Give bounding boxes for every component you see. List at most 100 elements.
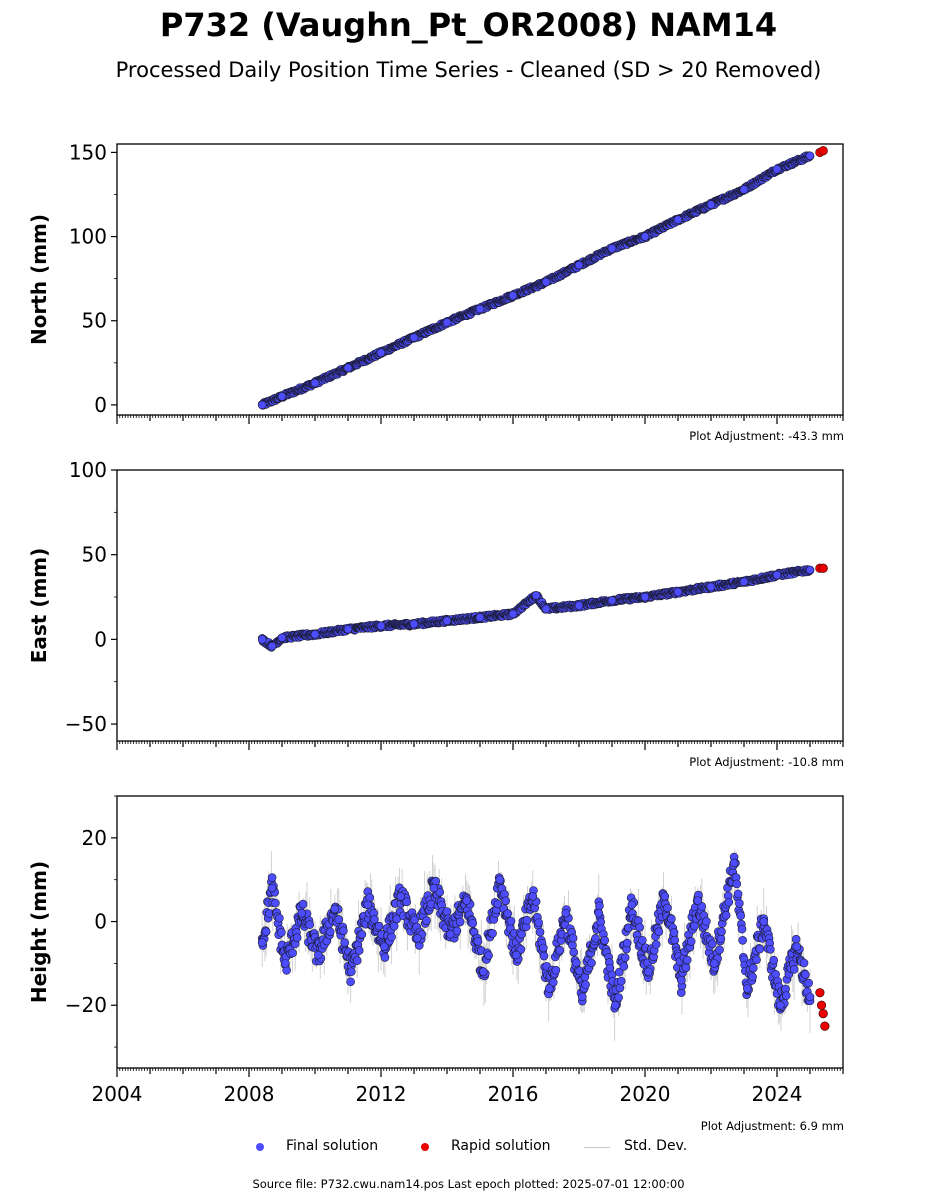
north-plot-frame <box>116 143 844 416</box>
height-final-point <box>736 911 746 920</box>
north-final-point <box>310 378 320 388</box>
height-final-point <box>568 933 578 943</box>
height-final-point <box>462 896 472 905</box>
height-final-point <box>282 966 291 975</box>
height-final-point <box>445 929 455 939</box>
height-final-point <box>610 1000 620 1010</box>
height-y-tick-label: −20 <box>65 993 107 1017</box>
height-final-point <box>539 951 549 961</box>
height-final-point <box>594 908 604 918</box>
height-final-point <box>742 984 752 993</box>
height-final-point <box>535 927 545 937</box>
height-final-point <box>755 944 765 954</box>
height-final-point <box>615 983 625 993</box>
height-y-axis-label: Height (mm) <box>27 861 51 1003</box>
north-final-point <box>442 318 452 327</box>
height-final-point <box>715 945 724 955</box>
east-y-tick-label: 100 <box>69 458 107 482</box>
height-rapid-point <box>820 1021 830 1031</box>
height-final-point <box>297 908 307 918</box>
east-y-tick-label: 50 <box>82 543 107 567</box>
north-final-point <box>541 277 551 287</box>
height-final-point <box>748 972 757 982</box>
height-final-point <box>334 915 344 924</box>
legend-final-marker <box>256 1143 264 1151</box>
height-final-point <box>561 908 571 918</box>
north-final-point <box>607 244 617 253</box>
x-tick-label: 2008 <box>224 1082 275 1106</box>
height-final-point <box>473 937 483 946</box>
height-final-point <box>387 932 396 942</box>
east-plot-adjustment: Plot Adjustment: -10.8 mm <box>689 755 844 769</box>
north-y-axis-label: North (mm) <box>27 214 51 345</box>
height-final-point <box>484 951 493 960</box>
legend-std-line <box>584 1147 610 1148</box>
height-final-point <box>277 928 286 937</box>
chart-title: P732 (Vaughn_Pt_OR2008) NAM14 <box>159 6 778 44</box>
height-final-point <box>569 947 579 957</box>
height-final-point <box>412 933 422 943</box>
height-final-point <box>709 959 719 968</box>
north-final-point <box>574 260 584 270</box>
height-final-point <box>799 958 809 968</box>
east-rapid-point <box>818 563 828 573</box>
height-final-point <box>729 858 739 868</box>
height-final-point <box>600 936 610 945</box>
height-final-point <box>330 904 340 914</box>
height-final-point <box>651 940 661 949</box>
height-final-point <box>622 938 632 948</box>
east-plot-frame <box>116 469 844 742</box>
height-final-point <box>346 967 356 977</box>
height-final-point <box>442 907 452 916</box>
height-final-point <box>551 965 561 975</box>
height-final-point <box>468 919 478 928</box>
height-final-point <box>614 993 623 1002</box>
east-final-point <box>267 641 277 651</box>
height-final-point <box>681 963 691 973</box>
north-final-point <box>376 348 386 358</box>
height-final-point <box>501 896 511 906</box>
east-final-point <box>706 582 716 592</box>
height-final-point <box>721 910 731 920</box>
height-rapid-point <box>818 1008 828 1019</box>
height-final-point <box>663 903 672 913</box>
height-final-point <box>346 977 355 987</box>
height-final-point <box>766 945 775 954</box>
chart-subtitle: Processed Daily Position Time Series - C… <box>115 58 822 82</box>
height-final-point <box>654 927 664 936</box>
north-final-point <box>475 304 485 314</box>
height-final-point <box>690 921 699 931</box>
east-final-point <box>310 629 320 639</box>
height-final-point <box>365 893 375 902</box>
height-final-point <box>732 879 742 889</box>
height-final-point <box>528 892 538 901</box>
height-final-point <box>267 883 277 893</box>
height-final-point <box>380 953 390 962</box>
height-final-point <box>429 883 439 893</box>
north-final-point <box>739 185 749 194</box>
x-tick-label: 2004 <box>92 1082 143 1106</box>
north-final-point <box>277 392 287 401</box>
height-final-point <box>781 991 791 1000</box>
height-y-tick-label: 20 <box>82 826 107 850</box>
height-final-point <box>792 942 802 951</box>
height-final-point <box>708 939 717 949</box>
height-final-point <box>305 920 315 929</box>
height-final-point <box>769 955 779 965</box>
height-final-point <box>804 978 813 988</box>
height-final-point <box>752 955 761 965</box>
height-final-point <box>660 892 670 901</box>
height-final-point <box>503 909 513 918</box>
height-final-point <box>357 930 367 939</box>
height-final-point <box>455 917 465 927</box>
height-final-point <box>271 898 280 908</box>
north-rapid-point <box>818 146 828 156</box>
east-final-point <box>277 633 287 642</box>
height-final-point <box>544 984 554 993</box>
source-line: Source file: P732.cwu.nam14.pos Last epo… <box>252 1177 685 1191</box>
height-final-point <box>717 927 726 936</box>
east-final-point <box>574 601 584 610</box>
north-final-point <box>805 151 815 161</box>
height-final-point <box>422 916 431 925</box>
east-y-tick-label: −50 <box>65 712 107 736</box>
